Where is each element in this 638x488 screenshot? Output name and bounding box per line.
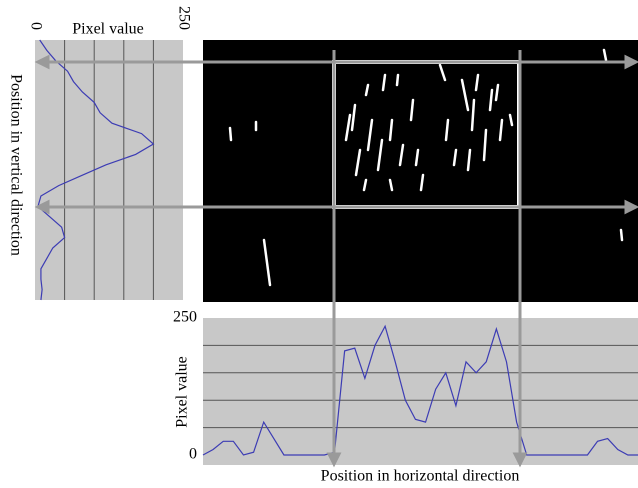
y-tick-label: 250 xyxy=(173,309,197,326)
x-tick-label: 250 xyxy=(175,6,192,30)
vertical-profile-panel xyxy=(35,40,183,300)
y-axis-label: Position in vertical direction xyxy=(7,74,24,256)
horizontal-profile-panel xyxy=(203,318,638,465)
y-axis-label: Pixel value xyxy=(174,356,191,428)
x-tick-label: 0 xyxy=(27,22,44,30)
figure: 0 250 0 250 Pixel value Position in vertica… xyxy=(0,0,638,488)
y-tick-label: 0 xyxy=(189,446,197,463)
x-axis-label: Position in horizontal direction xyxy=(321,468,520,485)
vertical-profile-title: Pixel value xyxy=(72,21,144,38)
